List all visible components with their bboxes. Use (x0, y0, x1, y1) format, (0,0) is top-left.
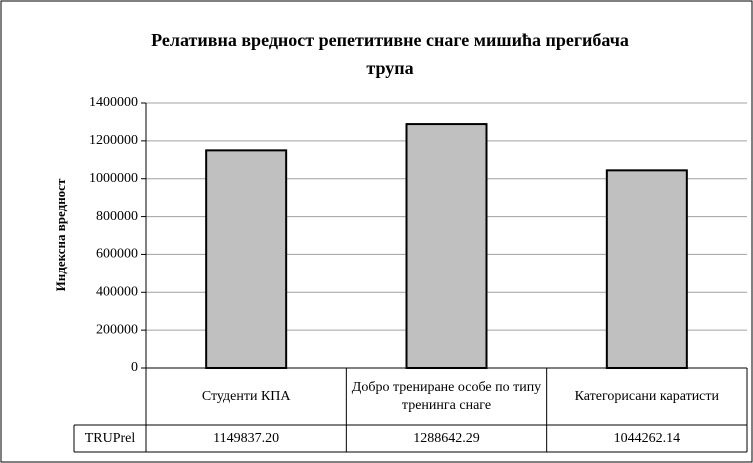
y-tick-label: 800000 (96, 209, 138, 224)
y-tick-label: 1000000 (89, 171, 138, 186)
category-label-box: Добро трениране особе по типу тренинга с… (351, 380, 542, 413)
category-label-box: Студенти КПА (201, 388, 291, 404)
bar (605, 169, 688, 369)
chart-title: Релативна вредност репетитивне снаге миш… (151, 30, 629, 78)
legend-label: TRUPrel (84, 430, 136, 446)
y-tick-label: 200000 (96, 322, 138, 337)
y-tick-label: 1400000 (89, 95, 138, 110)
category-label: Добро трениране особе по типу тренинга с… (351, 380, 542, 413)
title-box: Релативна вредност репетитивне снаге миш… (151, 30, 629, 78)
legend-label-box: TRUPrel (84, 430, 136, 446)
y-tick-label: 0 (131, 360, 138, 375)
value-label: 1288642.29 (413, 430, 480, 446)
y-axis-label: Индексна вредност (53, 178, 68, 291)
y-tick-label: 600000 (96, 247, 138, 262)
value-label-box: 1288642.29 (413, 430, 480, 446)
y-tick-label: 400000 (96, 285, 138, 300)
value-label-box: 1149837.20 (213, 430, 280, 446)
bar (405, 123, 488, 369)
y-tick-label: 1200000 (89, 133, 138, 148)
value-label: 1044262.14 (613, 430, 681, 446)
bar (205, 149, 288, 369)
value-label-box: 1044262.14 (613, 430, 681, 446)
category-label: Категорисани каратисти (574, 388, 720, 404)
value-label: 1149837.20 (213, 430, 280, 446)
category-label-box: Категорисани каратисти (574, 388, 720, 404)
category-label: Студенти КПА (201, 388, 291, 404)
